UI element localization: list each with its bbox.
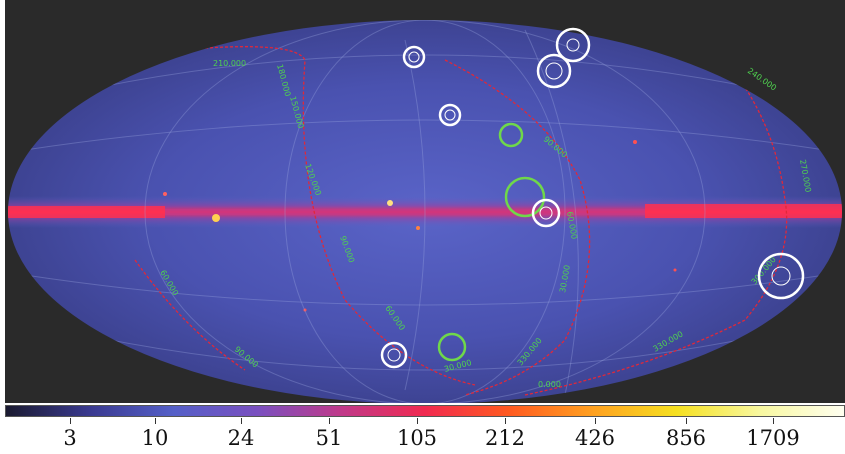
source-marker-white: [402, 45, 426, 69]
colorbar-label: 1709: [746, 426, 800, 450]
source-marker-green: [504, 176, 546, 218]
grid-label: 210.000: [213, 59, 246, 68]
grid-label: 240.000: [746, 66, 778, 92]
colorbar-tick: [686, 418, 687, 424]
red-grid-line: [134, 259, 246, 371]
colorbar-label: 24: [227, 426, 255, 450]
bright-source: [387, 200, 393, 206]
colorbar-label: 212: [484, 426, 526, 450]
colorbar-label: 10: [141, 426, 169, 450]
colorbar-label: 51: [315, 426, 343, 450]
source-marker-white: [536, 53, 572, 89]
all-sky-aitoff-map: 210.000 180.000 150.000 120.000 90.000 6…: [8, 20, 842, 403]
colorbar-label: 856: [665, 426, 707, 450]
red-grid-line: [524, 59, 788, 396]
colorbar-tick: [595, 418, 596, 424]
colorbar-ticks: [5, 418, 845, 426]
colorbar-tick: [773, 418, 774, 424]
source-marker-green: [437, 332, 467, 362]
bright-source: [212, 214, 220, 222]
colorbar-tick: [155, 418, 156, 424]
colorbar-tick: [417, 418, 418, 424]
colorbar-tick: [241, 418, 242, 424]
sky-map-panel: 210.000 180.000 150.000 120.000 90.000 6…: [5, 0, 845, 403]
colorbar-label: 426: [574, 426, 616, 450]
source-marker-white: [380, 341, 408, 369]
source-marker-white: [555, 27, 591, 63]
bright-source: [416, 226, 420, 230]
grid-label: 0.000: [538, 380, 561, 389]
colorbar-label: 105: [396, 426, 438, 450]
source-marker-white: [438, 103, 462, 127]
source-marker-green: [498, 122, 524, 148]
source-marker-white: [757, 252, 805, 300]
source-marker-white: [531, 198, 561, 228]
colorbar-tick: [70, 418, 71, 424]
colorbar-tick: [505, 418, 506, 424]
red-grid-line: [179, 46, 476, 386]
colorbar-label: 3: [63, 426, 77, 450]
colorbar-tick: [329, 418, 330, 424]
red-grid-line: [444, 59, 591, 396]
colorbar: [5, 405, 845, 417]
